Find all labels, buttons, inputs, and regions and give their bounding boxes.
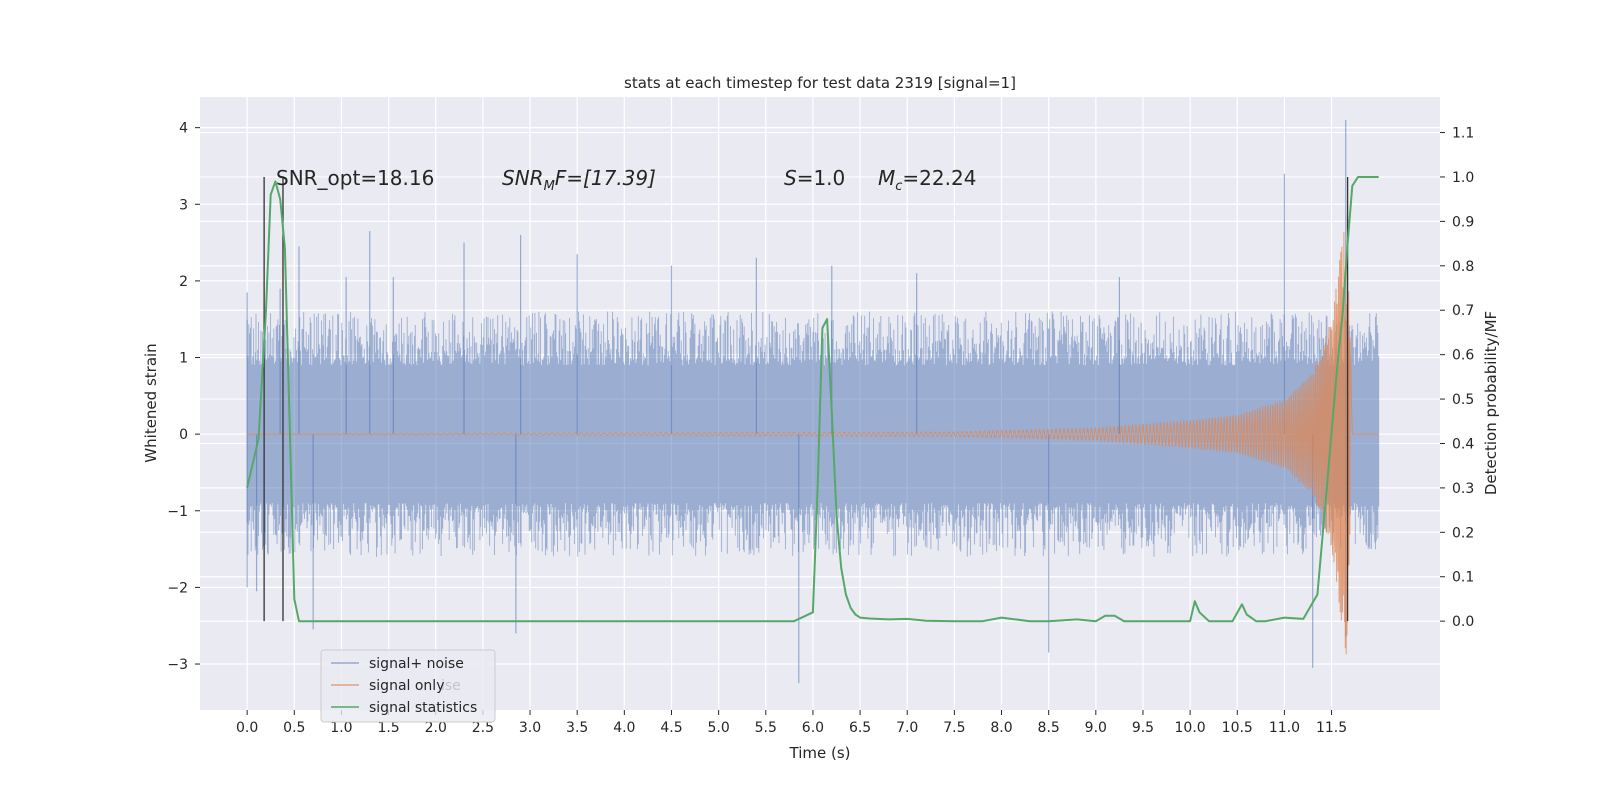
signal-only-line <box>246 215 1379 655</box>
x-tick-label: 9.5 <box>1132 720 1154 736</box>
x-tick-label: 4.0 <box>613 720 635 736</box>
y-tick-label: 0 <box>179 427 188 443</box>
legend-label-signal: signal only <box>369 678 444 694</box>
x-tick-label: 1.0 <box>330 720 352 736</box>
y-tick-label: 2 <box>179 274 188 290</box>
x-tick-label: 0.0 <box>236 720 258 736</box>
y-axis-label: Whitened strain <box>142 343 160 462</box>
x-tick-label: 7.0 <box>896 720 918 736</box>
x-tick-label: 7.5 <box>943 720 965 736</box>
x-tick-label: 1.5 <box>377 720 399 736</box>
x-tick-label: 6.0 <box>802 720 824 736</box>
y-tick-label: −2 <box>167 580 188 596</box>
x-tick-label: 5.0 <box>707 720 729 736</box>
x-tick-label: 10.5 <box>1222 720 1253 736</box>
annotation-snr-mf: SNRMF=[17.39] <box>502 166 656 194</box>
y-tick-label: −3 <box>167 657 188 673</box>
y2-tick-label: 0.1 <box>1452 570 1474 586</box>
y2-tick-label: 0.8 <box>1452 259 1474 275</box>
y-tick-label: −1 <box>167 504 188 520</box>
x-tick-label: 0.5 <box>283 720 305 736</box>
signal-statistics-line <box>246 176 1379 623</box>
y2-tick-label: 0.0 <box>1452 614 1474 630</box>
x-axis-label: Time (s) <box>789 744 851 762</box>
signal-only-series <box>246 215 1379 655</box>
y2-tick-label: 0.6 <box>1452 348 1474 364</box>
chart-title: stats at each timestep for test data 231… <box>624 74 1016 92</box>
x-tick-label: 8.5 <box>1038 720 1060 736</box>
legend-label-stats: signal statistics <box>369 700 477 716</box>
y-tick-label: 1 <box>179 351 188 367</box>
annotation-snr-opt: SNR_opt=18.16 <box>276 166 434 190</box>
x-tick-label: 8.0 <box>990 720 1012 736</box>
y-axis-ticks: 4 3 2 1 0 −1 −2 −3 <box>167 121 200 673</box>
x-tick-label: 2.0 <box>425 720 447 736</box>
x-axis-ticks: 0.0 0.5 1.0 1.5 2.0 2.5 3.0 3.5 4.0 4.5 5.0 5.5 6.0 6… <box>236 710 1347 736</box>
y2-tick-label: 1.0 <box>1452 170 1474 186</box>
y2-tick-label: 1.1 <box>1452 126 1474 142</box>
legend: signal+ noise ise signal only signal sta… <box>320 649 496 723</box>
y2-tick-label: 0.3 <box>1452 481 1474 497</box>
y2-axis-label: Detection probability/MF <box>1482 311 1500 495</box>
x-tick-label: 5.5 <box>755 720 777 736</box>
x-tick-label: 11.5 <box>1316 720 1347 736</box>
legend-overlap-text: ise <box>441 678 461 694</box>
legend-label-noise: signal+ noise <box>369 656 464 672</box>
y-tick-label: 3 <box>179 197 188 213</box>
annotation-s: S=1.0 <box>784 166 845 190</box>
annotation-mc: Mc=22.24 <box>878 166 976 194</box>
legend-box <box>320 649 496 723</box>
y2-axis-ticks: 1.1 1.0 0.9 0.8 0.7 0.6 0.5 0.4 0.3 0.2 0.1 0.0 <box>1440 126 1474 630</box>
y2-tick-label: 0.5 <box>1452 392 1474 408</box>
y-tick-label: 4 <box>179 121 188 137</box>
y2-tick-label: 0.4 <box>1452 436 1474 452</box>
x-tick-label: 11.0 <box>1269 720 1300 736</box>
x-tick-label: 4.5 <box>660 720 682 736</box>
y2-tick-label: 0.2 <box>1452 525 1474 541</box>
y2-tick-label: 0.9 <box>1452 214 1474 230</box>
y2-tick-label: 0.7 <box>1452 303 1474 319</box>
x-tick-label: 6.5 <box>849 720 871 736</box>
x-tick-label: 10.0 <box>1175 720 1206 736</box>
x-tick-label: 2.5 <box>472 720 494 736</box>
x-tick-label: 3.0 <box>519 720 541 736</box>
signal-statistics-series <box>246 176 1379 623</box>
x-tick-label: 3.5 <box>566 720 588 736</box>
x-tick-label: 9.0 <box>1085 720 1107 736</box>
